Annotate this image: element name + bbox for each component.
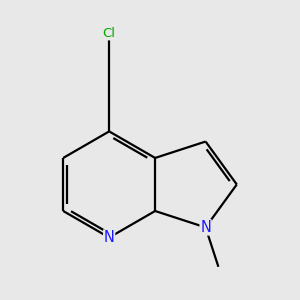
Text: N: N	[200, 220, 211, 235]
Text: N: N	[104, 230, 115, 245]
Text: Cl: Cl	[103, 27, 116, 40]
